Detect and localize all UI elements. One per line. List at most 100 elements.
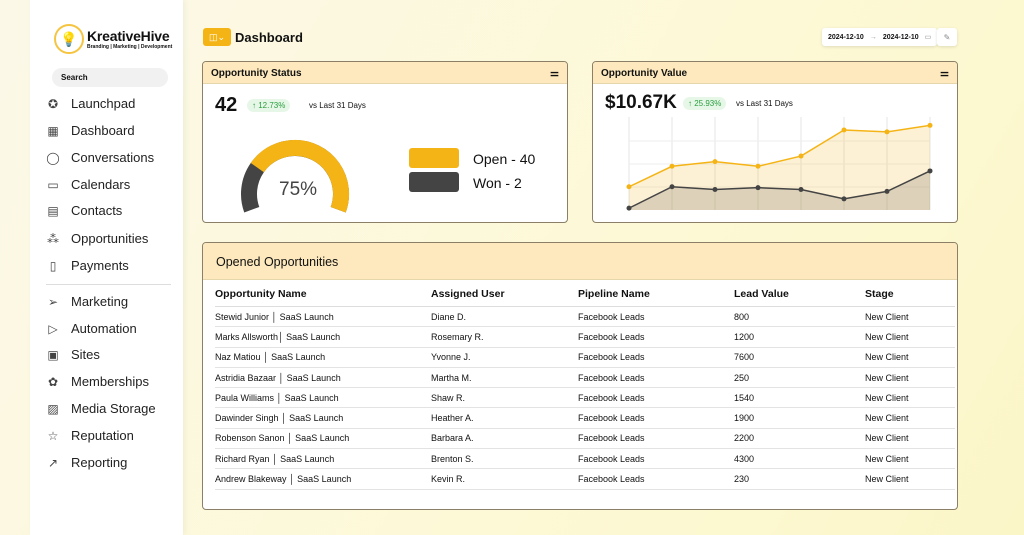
edit-button[interactable]: ✎ [937, 28, 957, 46]
table-cell: Heather A. [431, 407, 578, 429]
gauge [241, 140, 349, 213]
table-row[interactable]: Richard Ryan │ SaaS Launch Brenton S. Face… [215, 448, 955, 470]
bulb-icon: 💡 [54, 24, 84, 54]
legend-won: Won - 2 [473, 175, 522, 191]
table-cell: Facebook Leads [578, 326, 734, 348]
membership-icon: ✿ [47, 374, 59, 389]
data-point [669, 163, 675, 169]
table-cell: Facebook Leads [578, 448, 734, 470]
logo[interactable]: 💡 KreativeHive Branding | Marketing | De… [54, 24, 172, 54]
table-cell: 1200 [734, 326, 865, 348]
arrow-icon: → [869, 33, 877, 41]
star-icon: ☆ [47, 428, 59, 443]
change-badge: ↑ 25.93% [683, 97, 727, 110]
sidebar-item-label: Launchpad [71, 96, 136, 111]
contacts-icon: ▤ [47, 203, 59, 218]
page-title: Dashboard [235, 30, 303, 45]
comparison-label: vs Last 31 Days [309, 101, 366, 110]
table-cell: 1900 [734, 407, 865, 429]
layout-switch-button[interactable]: ◫⌄ [203, 28, 231, 46]
total-count: 42 [215, 94, 238, 116]
sidebar-item-automation[interactable]: ▷ Automation [46, 321, 136, 336]
table-cell: 800 [734, 306, 865, 328]
opportunities-table: Opportunity Name Assigned User Pipeline Na… [215, 288, 955, 490]
table-cell: New Client [865, 367, 955, 389]
table-cell: Naz Matiou │ SaaS Launch [215, 347, 431, 368]
sidebar: 💡 KreativeHive Branding | Marketing | De… [30, 0, 183, 535]
data-point [712, 159, 718, 165]
filter-icon[interactable]: ⚌ [550, 68, 559, 79]
gauge-label: 75% [279, 179, 318, 200]
brand-tagline: Branding | Marketing | Development [87, 44, 173, 50]
sites-icon: ▣ [47, 347, 59, 362]
data-point [755, 163, 761, 169]
search-input[interactable]: Search [52, 68, 168, 87]
card-title: Opportunity Value [601, 68, 688, 79]
sidebar-divider [46, 284, 171, 285]
table-cell: Facebook Leads [578, 407, 734, 429]
sidebar-item-label: Reputation [71, 428, 134, 443]
table-cell: Richard Ryan │ SaaS Launch [215, 448, 431, 470]
table-cell: Barbara A. [431, 428, 578, 450]
table-row[interactable]: Marks Allsworth│ SaaS Launch Rosemary R. F… [215, 326, 955, 348]
send-icon: ➢ [47, 294, 59, 309]
card-title: Opportunity Status [211, 68, 302, 79]
sidebar-item-media-storage[interactable]: ▨ Media Storage [46, 401, 156, 416]
sidebar-item-conversations[interactable]: ◯ Conversations [46, 150, 154, 165]
date-range-picker[interactable]: 2024-12-10 → 2024-12-10 ▭ [822, 28, 938, 46]
sidebar-item-reporting[interactable]: ↗ Reporting [46, 455, 127, 470]
series-line [628, 170, 931, 209]
sidebar-item-label: Dashboard [71, 123, 135, 138]
data-point [798, 153, 804, 159]
table-row[interactable]: Andrew Blakeway │ SaaS Launch Kevin R. Fac… [215, 468, 955, 490]
column-header[interactable]: Lead Value [734, 288, 865, 307]
column-header[interactable]: Opportunity Name [215, 288, 431, 307]
table-cell: Facebook Leads [578, 387, 734, 409]
data-point [755, 185, 761, 191]
column-header[interactable]: Assigned User [431, 288, 578, 307]
table-cell: Diane D. [431, 306, 578, 328]
column-header[interactable]: Pipeline Name [578, 288, 734, 307]
data-point [626, 184, 632, 190]
sidebar-item-payments[interactable]: ▯ Payments [46, 258, 129, 273]
table-row[interactable]: Stewid Junior │ SaaS Launch Diane D. Faceb… [215, 306, 955, 328]
sidebar-item-dashboard[interactable]: ▦ Dashboard [46, 123, 135, 138]
data-point [712, 187, 718, 193]
table-title-bar: Opened Opportunities [203, 243, 957, 280]
chat-icon: ◯ [46, 150, 60, 165]
table-row[interactable]: Paula Williams │ SaaS Launch Shaw R. Faceb… [215, 387, 955, 409]
table-cell: New Client [865, 468, 955, 490]
data-point [841, 196, 847, 202]
table-cell: Brenton S. [431, 448, 578, 470]
sidebar-item-marketing[interactable]: ➢ Marketing [46, 294, 128, 309]
sidebar-item-label: Contacts [71, 203, 123, 218]
table-cell: New Client [865, 306, 955, 328]
opportunity-status-card: Opportunity Status ⚌ 42 ↑ 12.73% vs Last … [202, 61, 568, 223]
sidebar-item-calendars[interactable]: ▭ Calendars [46, 177, 130, 192]
filter-icon[interactable]: ⚌ [940, 68, 949, 79]
sidebar-item-memberships[interactable]: ✿ Memberships [46, 374, 149, 389]
column-header[interactable]: Stage [865, 288, 955, 307]
legend-open: Open - 40 [473, 151, 536, 167]
sidebar-item-launchpad[interactable]: ✪ Launchpad [46, 96, 135, 111]
table-row[interactable]: Naz Matiou │ SaaS Launch Yvonne J. Faceboo… [215, 347, 955, 368]
comparison-label: vs Last 31 Days [736, 99, 793, 108]
table-cell: Facebook Leads [578, 367, 734, 389]
legend-swatch-won [409, 172, 459, 192]
table-cell: Dawinder Singh │ SaaS Launch [215, 407, 431, 429]
series-line [628, 124, 931, 188]
sidebar-item-contacts[interactable]: ▤ Contacts [46, 203, 122, 218]
sidebar-item-opportunities[interactable]: ⁂ Opportunities [46, 231, 148, 246]
table-cell: Andrew Blakeway │ SaaS Launch [215, 468, 431, 490]
sidebar-item-reputation[interactable]: ☆ Reputation [46, 428, 134, 443]
sidebar-item-label: Media Storage [71, 401, 156, 416]
calendar-icon: ▭ [47, 177, 59, 192]
value-chart [626, 117, 933, 211]
sidebar-item-sites[interactable]: ▣ Sites [46, 347, 100, 362]
grid-icon: ▦ [47, 123, 59, 138]
table-row[interactable]: Astridia Bazaar │ SaaS Launch Martha M. Fa… [215, 367, 955, 389]
table-cell: New Client [865, 428, 955, 450]
data-point [884, 129, 890, 135]
table-row[interactable]: Robenson Sanon │ SaaS Launch Barbara A. Fa… [215, 428, 955, 450]
table-row[interactable]: Dawinder Singh │ SaaS Launch Heather A. Fa… [215, 407, 955, 429]
